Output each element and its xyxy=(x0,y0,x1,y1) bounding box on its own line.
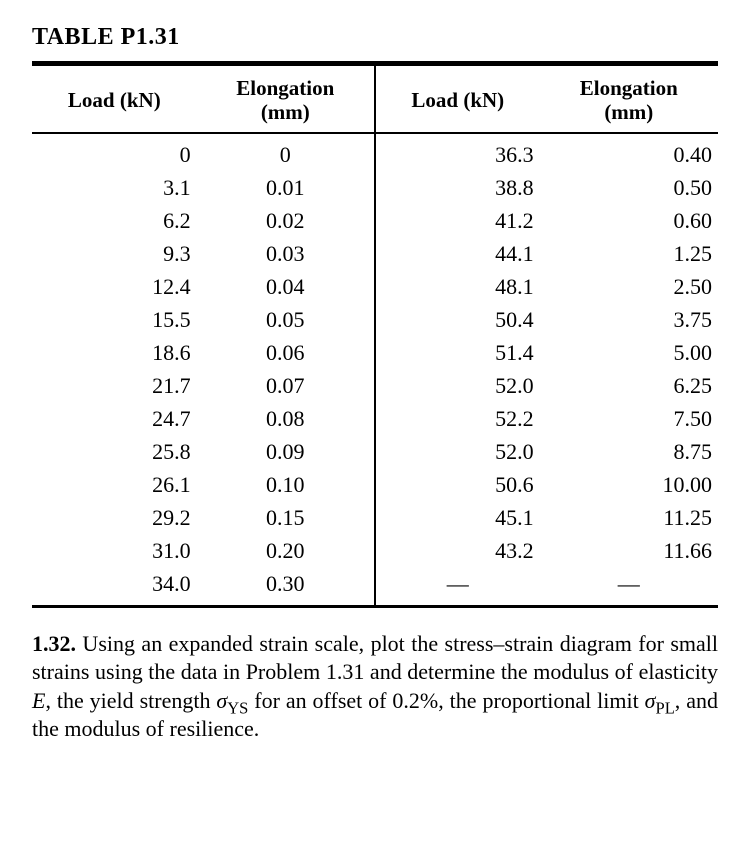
cell-elong-1: 0 xyxy=(197,133,375,172)
cell-elong-2: 5.00 xyxy=(540,337,718,370)
cell-elong-1: 0.08 xyxy=(197,403,375,436)
subscript-pl: PL xyxy=(656,698,675,717)
cell-elong-2: 10.00 xyxy=(540,469,718,502)
col-header-elongation-2: Elongation (mm) xyxy=(540,66,718,133)
cell-elong-1: 0.10 xyxy=(197,469,375,502)
cell-load-2: 52.0 xyxy=(375,370,540,403)
cell-elong-2: 6.25 xyxy=(540,370,718,403)
cell-elong-2: 0.40 xyxy=(540,133,718,172)
problem-paragraph: 1.32. Using an expanded strain scale, pl… xyxy=(32,630,718,743)
cell-load-2: — xyxy=(375,568,540,606)
cell-load-2: 50.4 xyxy=(375,304,540,337)
cell-load-2: 45.1 xyxy=(375,502,540,535)
cell-elong-1: 0.04 xyxy=(197,271,375,304)
cell-load-1: 3.1 xyxy=(32,172,197,205)
cell-load-1: 24.7 xyxy=(32,403,197,436)
cell-elong-2: — xyxy=(540,568,718,606)
cell-load-2: 50.6 xyxy=(375,469,540,502)
table-row: 31.0 0.20 43.2 11.66 xyxy=(32,535,718,568)
col-header-load-1: Load (kN) xyxy=(32,66,197,133)
col-header-elongation-1-line2: (mm) xyxy=(261,100,310,124)
subscript-ys: YS xyxy=(227,698,248,717)
table-row: 34.0 0.30 — — xyxy=(32,568,718,606)
col-header-load-2: Load (kN) xyxy=(375,66,540,133)
cell-load-1: 0 xyxy=(32,133,197,172)
cell-load-2: 41.2 xyxy=(375,205,540,238)
cell-load-1: 15.5 xyxy=(32,304,197,337)
cell-elong-2: 7.50 xyxy=(540,403,718,436)
table-header-row: Load (kN) Elongation (mm) Load (kN) Elon… xyxy=(32,66,718,133)
col-header-elongation-1-line1: Elongation xyxy=(236,76,334,100)
cell-elong-2: 1.25 xyxy=(540,238,718,271)
page: TABLE P1.31 Load (kN) Elongation (mm) Lo… xyxy=(0,0,746,767)
table-row: 12.4 0.04 48.1 2.50 xyxy=(32,271,718,304)
symbol-sigma-ys: σ xyxy=(216,688,227,713)
table-row: 6.2 0.02 41.2 0.60 xyxy=(32,205,718,238)
data-table: Load (kN) Elongation (mm) Load (kN) Elon… xyxy=(32,66,718,605)
cell-elong-1: 0.30 xyxy=(197,568,375,606)
symbol-sigma: σ xyxy=(216,688,227,713)
cell-elong-1: 0.20 xyxy=(197,535,375,568)
cell-load-2: 51.4 xyxy=(375,337,540,370)
cell-load-1: 6.2 xyxy=(32,205,197,238)
cell-load-1: 21.7 xyxy=(32,370,197,403)
symbol-sigma: σ xyxy=(645,688,656,713)
col-header-elongation-1: Elongation (mm) xyxy=(197,66,375,133)
cell-elong-2: 0.60 xyxy=(540,205,718,238)
cell-elong-2: 2.50 xyxy=(540,271,718,304)
problem-number: 1.32. xyxy=(32,631,76,656)
cell-load-1: 25.8 xyxy=(32,436,197,469)
table-row: 0 0 36.3 0.40 xyxy=(32,133,718,172)
paragraph-text-1: Using an expanded strain scale, plot the… xyxy=(32,631,718,684)
cell-elong-2: 0.50 xyxy=(540,172,718,205)
cell-load-1: 12.4 xyxy=(32,271,197,304)
table-row: 29.2 0.15 45.1 11.25 xyxy=(32,502,718,535)
cell-elong-1: 0.05 xyxy=(197,304,375,337)
cell-elong-1: 0.15 xyxy=(197,502,375,535)
cell-load-1: 34.0 xyxy=(32,568,197,606)
paragraph-text-3: for an offset of 0.2%, the proportional … xyxy=(248,688,644,713)
cell-elong-1: 0.09 xyxy=(197,436,375,469)
cell-load-2: 52.2 xyxy=(375,403,540,436)
table-row: 24.7 0.08 52.2 7.50 xyxy=(32,403,718,436)
table-row: 26.1 0.10 50.6 10.00 xyxy=(32,469,718,502)
cell-elong-1: 0.01 xyxy=(197,172,375,205)
cell-elong-1: 0.03 xyxy=(197,238,375,271)
cell-load-2: 52.0 xyxy=(375,436,540,469)
cell-load-1: 29.2 xyxy=(32,502,197,535)
cell-elong-1: 0.06 xyxy=(197,337,375,370)
table-container: Load (kN) Elongation (mm) Load (kN) Elon… xyxy=(32,61,718,608)
cell-load-2: 36.3 xyxy=(375,133,540,172)
cell-load-2: 38.8 xyxy=(375,172,540,205)
cell-load-2: 43.2 xyxy=(375,535,540,568)
cell-load-2: 44.1 xyxy=(375,238,540,271)
cell-load-1: 18.6 xyxy=(32,337,197,370)
col-header-elongation-2-line1: Elongation xyxy=(580,76,678,100)
symbol-sigma-pl: σ xyxy=(645,688,656,713)
table-row: 9.3 0.03 44.1 1.25 xyxy=(32,238,718,271)
cell-elong-2: 8.75 xyxy=(540,436,718,469)
cell-elong-1: 0.02 xyxy=(197,205,375,238)
table-title: TABLE P1.31 xyxy=(32,24,718,51)
paragraph-text-2: , the yield strength xyxy=(45,688,216,713)
cell-elong-2: 11.66 xyxy=(540,535,718,568)
cell-load-1: 9.3 xyxy=(32,238,197,271)
table-row: 3.1 0.01 38.8 0.50 xyxy=(32,172,718,205)
cell-elong-1: 0.07 xyxy=(197,370,375,403)
table-row: 25.8 0.09 52.0 8.75 xyxy=(32,436,718,469)
table-body: 0 0 36.3 0.40 3.1 0.01 38.8 0.50 6.2 0.0… xyxy=(32,133,718,605)
table-row: 15.5 0.05 50.4 3.75 xyxy=(32,304,718,337)
table-row: 18.6 0.06 51.4 5.00 xyxy=(32,337,718,370)
table-row: 21.7 0.07 52.0 6.25 xyxy=(32,370,718,403)
symbol-E: E xyxy=(32,688,45,713)
cell-load-1: 26.1 xyxy=(32,469,197,502)
cell-elong-2: 3.75 xyxy=(540,304,718,337)
cell-load-1: 31.0 xyxy=(32,535,197,568)
col-header-elongation-2-line2: (mm) xyxy=(604,100,653,124)
cell-load-2: 48.1 xyxy=(375,271,540,304)
cell-elong-2: 11.25 xyxy=(540,502,718,535)
